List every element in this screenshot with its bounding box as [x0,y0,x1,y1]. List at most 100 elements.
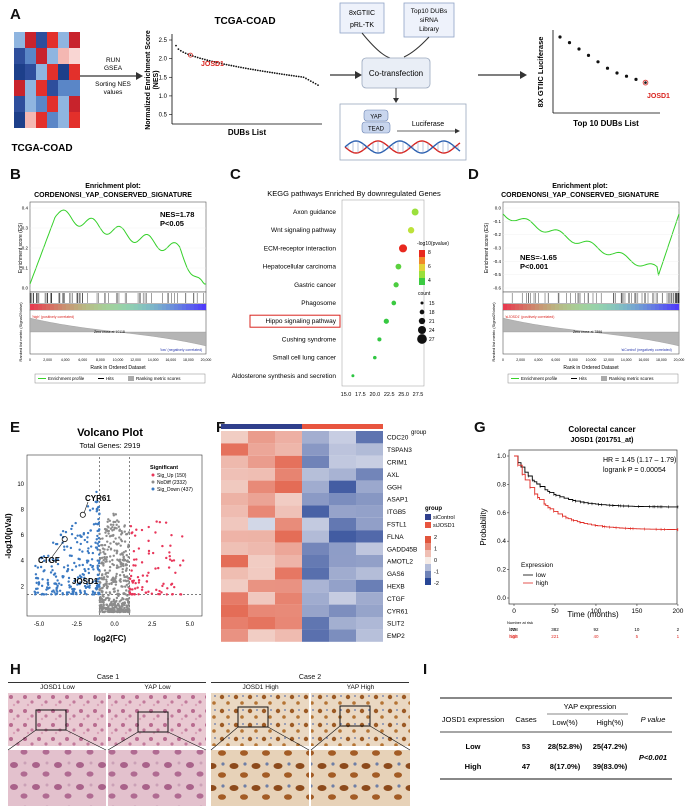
nes-curve [175,44,319,86]
heatmap-cell [47,80,58,96]
heatmap-cell [25,80,36,96]
kegg-pathway-label: Gastric cancer [294,282,337,289]
volcano-point-down [52,573,56,576]
kegg-legend-title: -log10(pvalue) [417,241,449,247]
volcano-point-down [89,545,93,548]
table-header-high: High(%) [596,718,624,727]
km-legend-high: high [536,580,549,587]
colorbar-cell [149,304,155,310]
gsea-b-nes: NES=1.78 [160,210,194,219]
es-tick-label: -0.6 [493,286,501,291]
colorbar-cell [61,304,67,310]
heatmap-cell [275,431,302,444]
table-header-p: P value [641,715,666,724]
volcano-point-up [168,558,172,561]
colorbar-cell [45,304,51,310]
volcano-point-down [74,565,78,568]
nes-point [297,75,300,78]
volcano-point-up [165,593,169,596]
volcano-point-nodiff [102,558,105,562]
gsea-xtick: 20,000 [674,358,685,362]
box1-line1: 8xGTIIC [349,10,375,17]
kegg-point [391,300,397,306]
nes-point [266,71,269,73]
volcano-point-up [137,579,141,582]
gsea-b-xlabel: Rank in Ordered Dataset [90,365,146,371]
volcano-point-down [87,571,91,575]
volcano-point-down [56,579,59,582]
volcano-point-up [147,525,150,529]
nes-point [216,61,218,64]
volcano-point-down [96,580,99,583]
heatmap-cell [275,455,302,469]
km-ytick-label: 0.6 [497,510,506,517]
volcano-xtick: 2.5 [148,622,157,628]
table-row2-low: 8(17.0%) [550,762,581,771]
volcano-point-nodiff [123,530,126,533]
kegg-gradient-cell [419,264,425,271]
volcano-point-up [147,571,150,574]
group-bar-sijosd1 [302,424,383,429]
arrow1-text-4: values [104,89,124,96]
table-header-yap: YAP expression [564,702,617,711]
scale-label: 1 [434,547,437,553]
nes-point [235,65,238,68]
heatmap-cell [69,64,80,80]
volcano-point-up [154,567,157,570]
volcano-point-nodiff [126,559,129,562]
dna-helix [344,140,461,154]
volcano-point-nodiff [118,528,122,531]
volcano-point-nodiff [100,589,103,593]
nes-point [254,69,257,71]
volcano-point-nodiff [110,610,114,614]
volcano-point-down [96,559,99,562]
hippo-highlight-box [249,314,341,328]
volcano-point-down [97,540,101,544]
volcano-point-down [33,593,37,596]
colorbar-cell [503,304,508,310]
kegg-point [407,227,415,234]
volcano-subtitle: Total Genes: 2919 [80,441,141,450]
colorbar-cell [670,304,676,310]
gsea-d-es-ylabel: Enrichment score (ES) [484,223,490,274]
nes-point [211,60,214,63]
heatmap-cell [14,96,25,112]
legend-sijosd1-swatch [425,522,431,528]
kegg-count-dot [419,309,425,315]
luc-point [596,60,600,64]
scale-cell [425,564,431,571]
volcano-point-nodiff [127,609,130,612]
heatmap-cell [248,480,275,493]
es-curve [29,209,206,285]
volcano-point-nodiff [110,578,113,582]
colorbar-cell [638,304,644,310]
heatmap-cell [356,592,383,605]
volcano-point-nodiff [101,537,104,540]
volcano-point-nodiff [122,559,126,562]
heatmap-cell [221,431,248,444]
volcano-point-nodiff [107,593,110,597]
colorbar-cell [514,304,520,310]
volcano-point-down [83,590,86,593]
volcano-point-nodiff [105,578,108,581]
colorbar-cell [578,304,584,310]
colorbar-cell [129,304,135,310]
nes-point [225,63,228,66]
box1-line2: pRL-TK [350,22,374,29]
colorbar-cell [81,304,87,310]
kegg-xtick: 22.5 [384,392,395,398]
volcano-point-down [76,583,79,586]
luc-point [577,47,581,51]
heatmap-gene-label: FLNA [387,534,404,541]
volcano-point-nodiff [121,567,124,571]
volcano-point-down [55,586,59,589]
kegg-pathway-label: Aldosterone synthesis and secretion [232,373,337,380]
volcano-point-nodiff [117,592,120,596]
nes-point [206,59,209,62]
heatmap-cell [14,80,25,96]
volcano-point-nodiff [126,599,130,602]
volcano-point-down [67,576,71,580]
colorbar-cell [49,304,55,310]
volcano-point-down [78,558,81,561]
volcano-point-down [90,558,94,561]
